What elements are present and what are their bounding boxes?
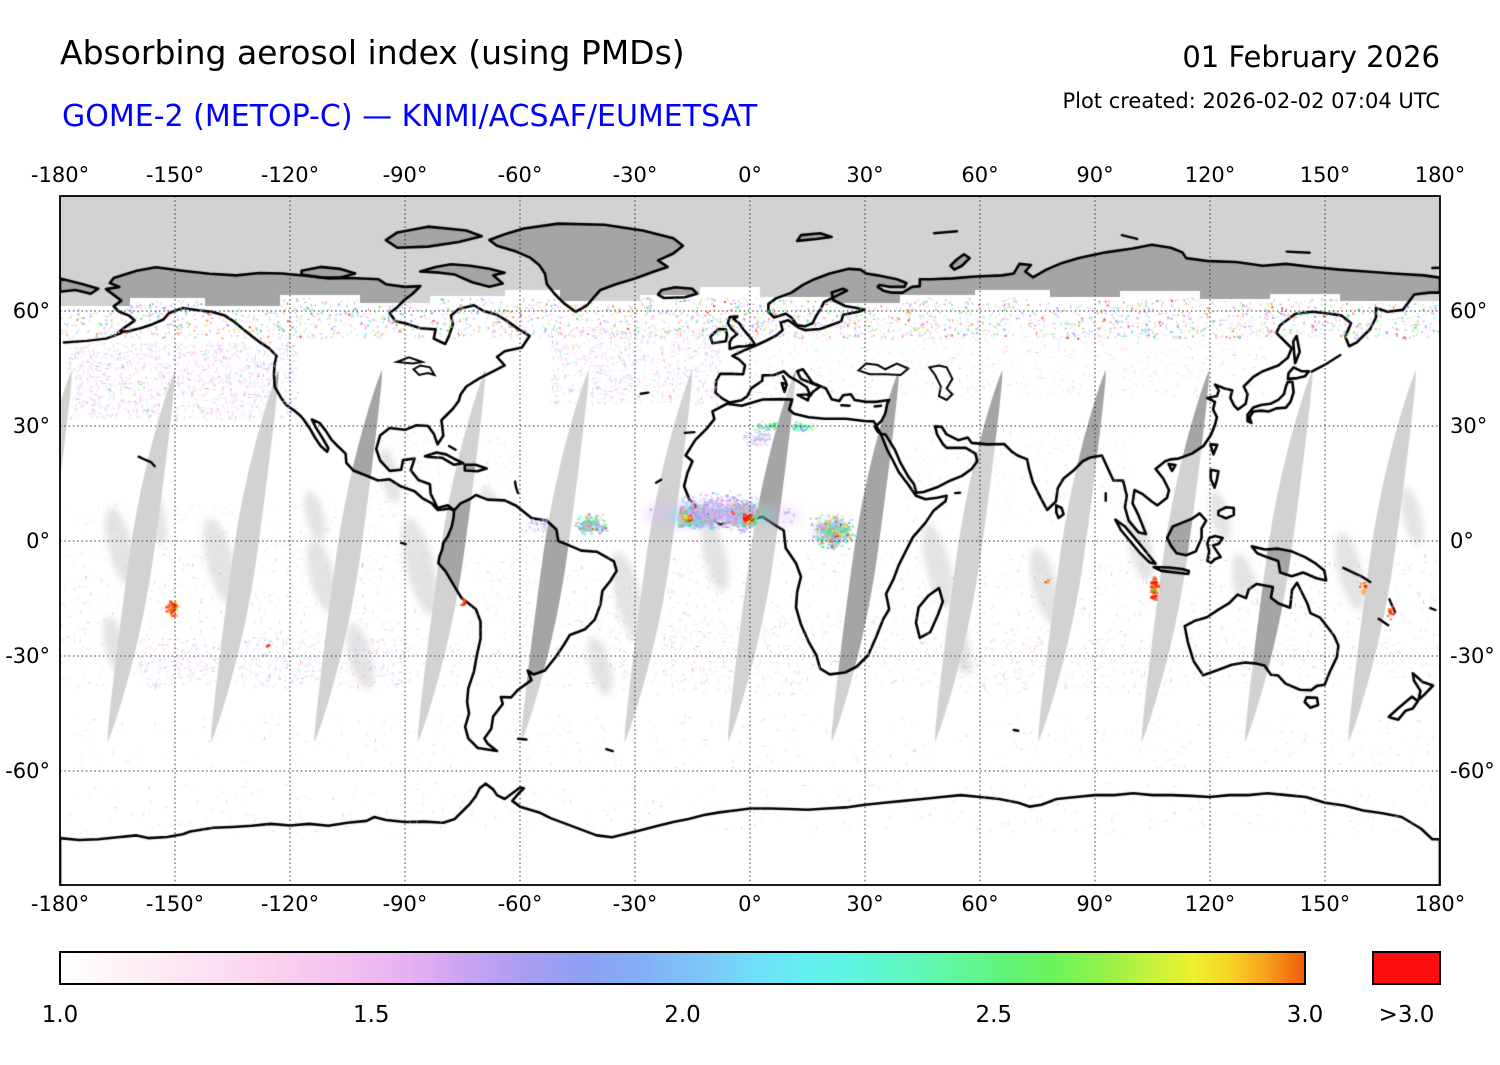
colorbar-tick-label: 2.0 <box>664 1002 701 1028</box>
lon-tick-label-bottom: 30° <box>846 892 883 916</box>
lon-tick-label-top: 30° <box>846 163 883 187</box>
lon-tick-label-bottom: 0° <box>738 892 762 916</box>
lon-tick-label-bottom: -30° <box>613 892 658 916</box>
lon-tick-label-top: -60° <box>498 163 543 187</box>
lon-tick-label-top: 180° <box>1415 163 1466 187</box>
lon-tick-label-top: -90° <box>383 163 428 187</box>
lon-tick-label-top: 0° <box>738 163 762 187</box>
lon-tick-label-top: 150° <box>1300 163 1351 187</box>
colorbar <box>59 951 1306 985</box>
lon-tick-label-bottom: 90° <box>1076 892 1113 916</box>
plot-title: Absorbing aerosol index (using PMDs) <box>60 33 685 72</box>
lat-tick-label-left: 60° <box>13 299 50 323</box>
colorbar-tick-label: 1.5 <box>353 1002 390 1028</box>
lat-tick-label-left: -30° <box>5 644 50 668</box>
lon-tick-label-bottom: 180° <box>1415 892 1466 916</box>
lon-tick-label-bottom: 120° <box>1185 892 1236 916</box>
lat-tick-label-right: 30° <box>1450 414 1487 438</box>
lat-tick-label-right: 60° <box>1450 299 1487 323</box>
lat-tick-label-right: -30° <box>1450 644 1495 668</box>
lat-tick-label-right: -60° <box>1450 759 1495 783</box>
lon-tick-label-top: -150° <box>146 163 204 187</box>
lon-tick-label-bottom: -120° <box>261 892 319 916</box>
lat-tick-label-right: 0° <box>1450 529 1474 553</box>
colorbar-overflow-label: >3.0 <box>1379 1002 1435 1028</box>
colorbar-tick-label: 1.0 <box>42 1002 79 1028</box>
lon-tick-label-bottom: 60° <box>961 892 998 916</box>
world-map-data-layer <box>60 196 1440 886</box>
lon-tick-label-top: -180° <box>31 163 89 187</box>
plot-subtitle: GOME-2 (METOP-C) — KNMI/ACSAF/EUMETSAT <box>62 99 758 134</box>
lon-tick-label-top: 90° <box>1076 163 1113 187</box>
lon-tick-label-bottom: -60° <box>498 892 543 916</box>
lon-tick-label-top: -30° <box>613 163 658 187</box>
lon-tick-label-top: 120° <box>1185 163 1236 187</box>
plot-created-timestamp: Plot created: 2026-02-02 07:04 UTC <box>1062 89 1440 113</box>
plot-date: 01 February 2026 <box>1182 40 1440 74</box>
lon-tick-label-bottom: -150° <box>146 892 204 916</box>
lon-tick-label-top: 60° <box>961 163 998 187</box>
colorbar-tick-label: 2.5 <box>975 1002 1012 1028</box>
lon-tick-label-bottom: 150° <box>1300 892 1351 916</box>
lat-tick-label-left: -60° <box>5 759 50 783</box>
colorbar-overflow-swatch <box>1372 951 1441 985</box>
lon-tick-label-bottom: -90° <box>383 892 428 916</box>
lon-tick-label-bottom: -180° <box>31 892 89 916</box>
lon-tick-label-top: -120° <box>261 163 319 187</box>
lat-tick-label-left: 30° <box>13 414 50 438</box>
lat-tick-label-left: 0° <box>26 529 50 553</box>
colorbar-tick-label: 3.0 <box>1287 1002 1324 1028</box>
